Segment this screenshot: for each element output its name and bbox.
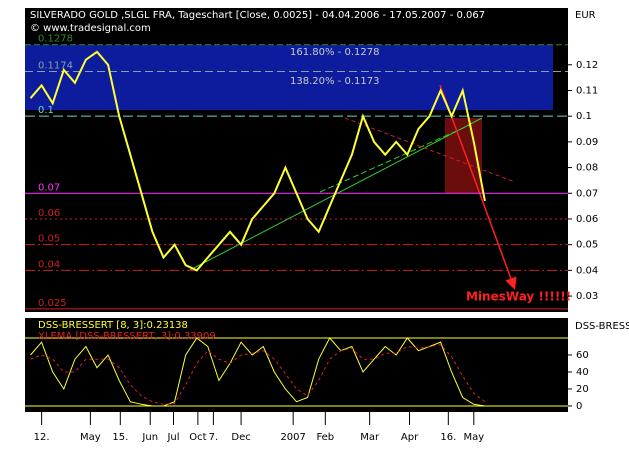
chart-title: SILVERADO GOLD ,SLGL FRA, Tageschart [Cl…	[30, 10, 485, 21]
x-tick-label: May	[80, 432, 101, 443]
y-tick-label: 0.1	[576, 111, 592, 122]
x-tick-label: Dec	[231, 432, 250, 443]
y-tick-label: 0.11	[576, 85, 598, 96]
level-label: 0.05	[38, 234, 60, 245]
x-tick-label: 12.	[34, 432, 50, 443]
trendline	[344, 117, 516, 183]
x-tick-label: Oct	[189, 432, 206, 443]
x-tick-label: Apr	[401, 432, 419, 443]
annotation: MinesWay !!!!!!	[466, 290, 571, 304]
y-tick-label: 0	[576, 401, 582, 412]
y-tick-label: 0.03	[576, 291, 598, 302]
series-line	[30, 344, 486, 405]
y-tick-label: 0.12	[576, 60, 598, 71]
level-label: 0.1278	[38, 34, 73, 45]
x-tick-label: Jun	[141, 432, 158, 443]
series-line	[29, 50, 486, 272]
x-tick-label: 15.	[112, 432, 128, 443]
x-tick-label: Feb	[316, 432, 334, 443]
level-label: 0.06	[38, 208, 60, 219]
x-tick-label: 2007	[280, 432, 305, 443]
y-tick-label: 0.09	[576, 137, 598, 148]
x-tick-label: 16.	[440, 432, 456, 443]
level-label: 0.07	[38, 182, 60, 193]
chart-subtitle: © www.tradesignal.com	[30, 23, 151, 34]
x-tick-label: Jul	[166, 432, 179, 443]
level-label: 0.1174	[38, 60, 73, 71]
y-tick-label: 40	[576, 367, 589, 378]
y-tick-label: 0.06	[576, 214, 598, 225]
series-line	[30, 337, 485, 407]
level-label: 0.025	[38, 298, 67, 309]
annotation: 138.20% - 0.1173	[290, 76, 379, 87]
y-axis-label: EUR	[575, 10, 596, 21]
y-tick-label: 60	[576, 350, 589, 361]
annotation: 161.80% - 0.1278	[290, 47, 379, 58]
y-axis-label: DSS-BRESSI	[575, 321, 629, 332]
arrow	[439, 84, 517, 290]
y-tick-label: 0.08	[576, 163, 598, 174]
level-label: 0.1	[38, 105, 54, 116]
legend-entry: XLEMA [DSS-BRESSERT, 3]:0.33909	[38, 331, 216, 342]
level-label: 0.04	[38, 259, 60, 270]
x-tick-label: Mar	[360, 432, 380, 443]
y-tick-label: 20	[576, 384, 589, 395]
x-tick-label: 7.	[209, 432, 219, 443]
y-tick-label: 0.07	[576, 188, 598, 199]
legend-entry: DSS-BRESSERT [8, 3]:0.23138	[38, 320, 188, 331]
fib-zone	[25, 45, 553, 110]
x-tick-label: May	[463, 432, 484, 443]
trendline	[319, 124, 471, 193]
y-tick-label: 0.05	[576, 240, 598, 251]
y-tick-label: 0.04	[576, 265, 598, 276]
